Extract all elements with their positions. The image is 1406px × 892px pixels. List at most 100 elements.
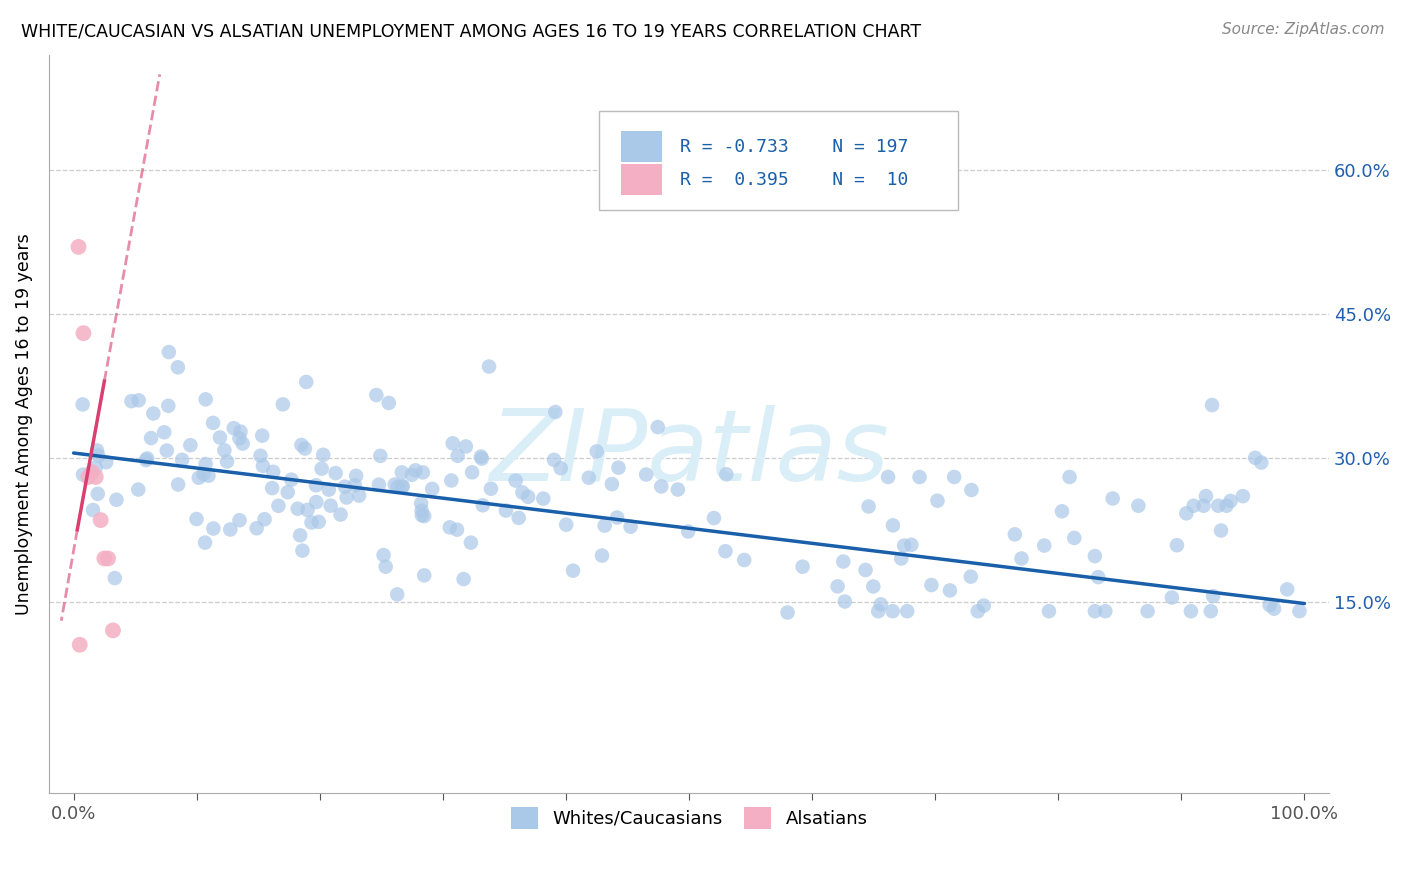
- Point: [411, 496, 433, 510]
- Point: [454, 440, 477, 454]
- Point: [318, 483, 340, 497]
- Point: [391, 479, 413, 493]
- Point: [420, 482, 443, 496]
- Point: [927, 493, 949, 508]
- Point: [194, 392, 217, 407]
- Point: [447, 449, 470, 463]
- Point: [890, 551, 912, 566]
- Point: [832, 555, 855, 569]
- Point: [593, 518, 616, 533]
- Point: [562, 564, 585, 578]
- Point: [882, 518, 904, 533]
- Point: [1038, 604, 1060, 618]
- Point: [373, 548, 395, 562]
- Y-axis label: Unemployment Among Ages 16 to 19 years: Unemployment Among Ages 16 to 19 years: [15, 234, 32, 615]
- Text: R =  0.395    N =  10: R = 0.395 N = 10: [681, 171, 908, 189]
- Point: [834, 594, 856, 608]
- Point: [287, 501, 309, 516]
- Point: [544, 405, 567, 419]
- Point: [228, 513, 250, 527]
- Point: [1232, 489, 1254, 503]
- Point: [308, 515, 330, 529]
- Point: [920, 578, 942, 592]
- Point: [127, 483, 149, 497]
- Legend: Whites/Caucasians, Alsatians: Whites/Caucasians, Alsatians: [503, 799, 875, 836]
- Point: [391, 479, 413, 493]
- Point: [387, 480, 409, 494]
- Point: [262, 465, 284, 479]
- Point: [411, 503, 433, 517]
- Point: [325, 466, 347, 480]
- Point: [505, 474, 527, 488]
- Point: [531, 491, 554, 506]
- Point: [1128, 499, 1150, 513]
- Point: [97, 551, 120, 566]
- Point: [439, 520, 461, 534]
- Point: [391, 466, 413, 480]
- Point: [862, 579, 884, 593]
- Point: [288, 528, 311, 542]
- Point: [139, 431, 162, 445]
- Point: [966, 604, 988, 618]
- Point: [219, 523, 242, 537]
- Point: [446, 523, 468, 537]
- Point: [228, 431, 250, 445]
- Point: [249, 449, 271, 463]
- Point: [142, 407, 165, 421]
- Point: [87, 487, 110, 501]
- Point: [378, 396, 401, 410]
- Point: [202, 521, 225, 535]
- FancyBboxPatch shape: [621, 164, 662, 195]
- Point: [329, 508, 352, 522]
- Point: [157, 345, 180, 359]
- Point: [214, 443, 236, 458]
- Point: [84, 460, 107, 475]
- Point: [647, 420, 669, 434]
- Point: [101, 624, 124, 638]
- Point: [877, 470, 900, 484]
- Point: [250, 428, 273, 442]
- Point: [1215, 499, 1237, 513]
- Point: [294, 442, 316, 456]
- Point: [413, 568, 436, 582]
- Text: Source: ZipAtlas.com: Source: ZipAtlas.com: [1222, 22, 1385, 37]
- Point: [343, 478, 366, 492]
- Point: [312, 448, 335, 462]
- Point: [666, 483, 689, 497]
- Point: [733, 553, 755, 567]
- Point: [703, 511, 725, 525]
- Point: [550, 461, 572, 475]
- Point: [1136, 604, 1159, 618]
- Point: [440, 474, 463, 488]
- Point: [1195, 489, 1218, 503]
- Point: [374, 559, 396, 574]
- Point: [72, 467, 94, 482]
- Point: [636, 467, 658, 482]
- Point: [297, 503, 319, 517]
- Point: [135, 453, 157, 467]
- Point: [412, 466, 434, 480]
- Text: R = -0.733    N = 197: R = -0.733 N = 197: [681, 137, 908, 156]
- Point: [1050, 504, 1073, 518]
- Point: [1101, 491, 1123, 506]
- Point: [413, 509, 436, 524]
- Point: [366, 388, 388, 402]
- Point: [104, 571, 127, 585]
- Point: [973, 599, 995, 613]
- Point: [1059, 470, 1081, 484]
- Point: [1011, 551, 1033, 566]
- Point: [1192, 499, 1215, 513]
- Point: [1033, 539, 1056, 553]
- Point: [72, 397, 94, 411]
- Point: [87, 449, 110, 463]
- Point: [543, 453, 565, 467]
- Point: [246, 521, 269, 535]
- Point: [471, 498, 494, 512]
- Point: [508, 511, 530, 525]
- Point: [471, 451, 494, 466]
- Point: [305, 495, 328, 509]
- Point: [1004, 527, 1026, 541]
- Point: [194, 535, 217, 549]
- Point: [900, 538, 922, 552]
- Point: [1180, 604, 1202, 618]
